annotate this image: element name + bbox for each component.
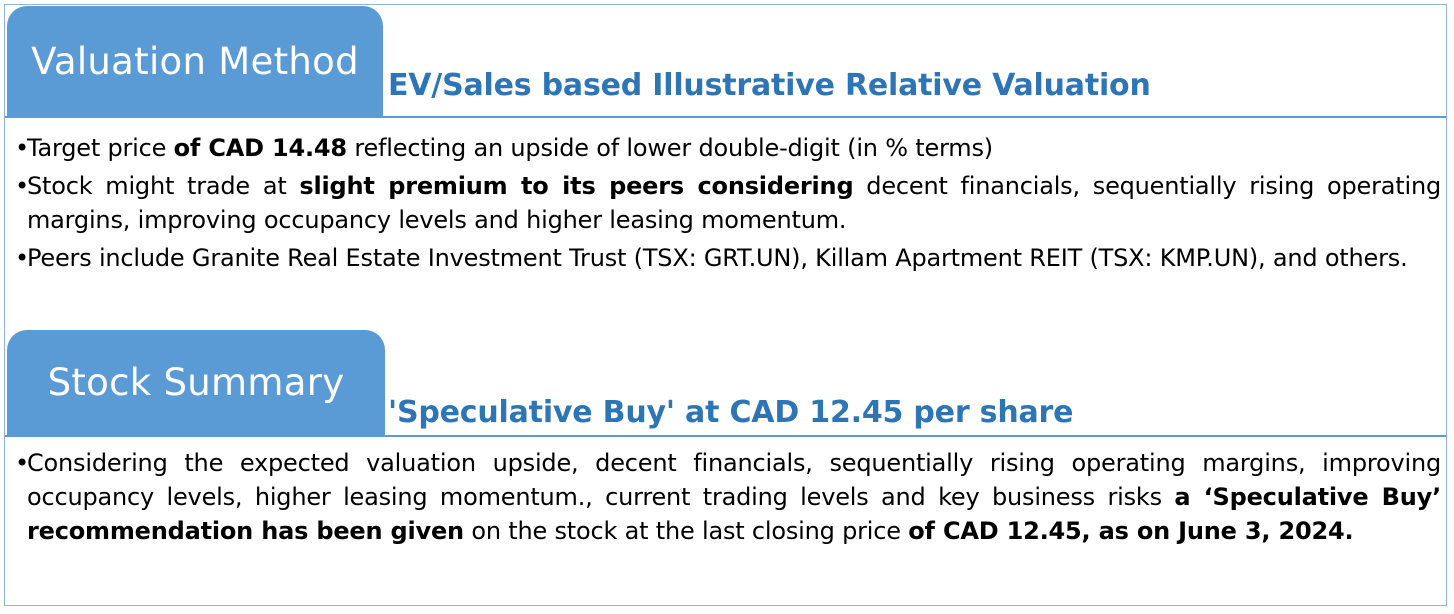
bold-text-run: of CAD 14.48 <box>173 134 347 162</box>
bold-text-run: slight premium to its peers considering <box>299 172 854 200</box>
summary-bullet-list: • Considering the expected valuation upsi… <box>15 446 1441 552</box>
valuation-method-tab: Valuation Method <box>7 6 383 116</box>
bullet-marker: • <box>15 172 29 200</box>
text-run: Target price <box>27 134 174 162</box>
bullet-text: Stock might trade at slight premium to i… <box>27 169 1441 237</box>
valuation-bullet-list: • Target price of CAD 14.48 reflecting an… <box>15 131 1441 279</box>
bullet-marker: • <box>15 244 29 272</box>
text-run: Stock might trade at <box>27 172 300 200</box>
valuation-divider <box>5 116 1446 118</box>
bullet-text: Target price of CAD 14.48 reflecting an … <box>27 131 1441 165</box>
valuation-method-label: Valuation Method <box>31 39 359 83</box>
content-frame <box>4 4 1447 606</box>
valuation-subtitle: EV/Sales based Illustrative Relative Val… <box>388 68 1151 103</box>
bullet-marker: • <box>15 134 29 162</box>
bullet-item: • Peers include Granite Real Estate Inves… <box>15 241 1441 275</box>
bullet-text: Considering the expected valuation upsid… <box>27 446 1441 548</box>
text-run: on the stock at the last closing price <box>463 517 909 545</box>
bold-text-run: a ‘Speculative Buy’ recommendation has b… <box>27 483 1441 545</box>
bullet-marker: • <box>15 449 29 477</box>
stock-summary-tab: Stock Summary <box>7 330 385 435</box>
summary-divider <box>5 435 1446 437</box>
text-run: reflecting an upside of lower double-dig… <box>346 134 993 162</box>
stock-summary-label: Stock Summary <box>47 361 345 404</box>
bullet-item: • Stock might trade at slight premium to … <box>15 169 1441 237</box>
summary-subtitle: 'Speculative Buy' at CAD 12.45 per share <box>388 395 1074 430</box>
bullet-item: • Considering the expected valuation upsi… <box>15 446 1441 548</box>
text-run: decent financials, sequentially rising o… <box>27 172 1441 234</box>
bullet-text: Peers include Granite Real Estate Invest… <box>27 241 1441 275</box>
text-run: Considering the expected valuation upsid… <box>27 449 1441 511</box>
text-run: Peers include Granite Real Estate Invest… <box>27 244 1408 272</box>
bullet-item: • Target price of CAD 14.48 reflecting an… <box>15 131 1441 165</box>
bold-text-run: of CAD 12.45, as on June 3, 2024. <box>908 517 1354 545</box>
